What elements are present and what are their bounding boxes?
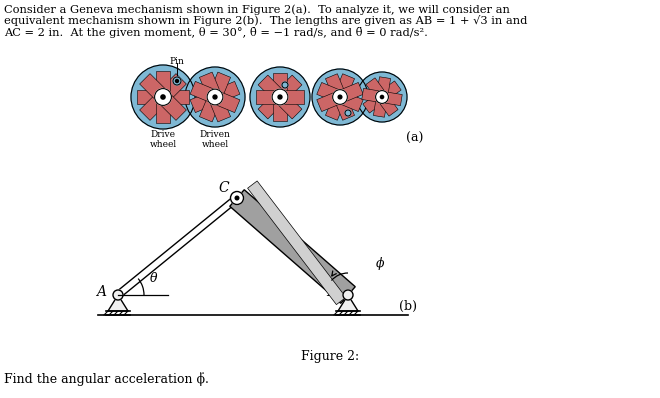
Polygon shape (256, 90, 304, 104)
Circle shape (131, 65, 195, 129)
Circle shape (213, 95, 217, 99)
Polygon shape (258, 75, 302, 119)
Circle shape (343, 290, 353, 300)
Circle shape (176, 80, 178, 82)
Circle shape (185, 67, 245, 127)
Text: Figure 2:: Figure 2: (301, 350, 359, 363)
Text: (b): (b) (399, 300, 417, 313)
Circle shape (113, 290, 123, 300)
Text: A: A (96, 285, 106, 299)
Polygon shape (199, 72, 230, 122)
Circle shape (345, 110, 351, 116)
Text: C: C (218, 181, 229, 195)
Circle shape (161, 95, 165, 99)
Polygon shape (140, 74, 186, 120)
Circle shape (173, 77, 181, 85)
Polygon shape (156, 71, 170, 123)
Circle shape (250, 67, 310, 127)
Polygon shape (248, 181, 346, 304)
Polygon shape (140, 74, 186, 120)
Polygon shape (317, 82, 363, 111)
Circle shape (380, 96, 383, 99)
Circle shape (312, 69, 368, 125)
Polygon shape (199, 72, 230, 122)
Text: ϕ: ϕ (376, 256, 384, 269)
Text: B: B (326, 285, 336, 299)
Polygon shape (374, 77, 391, 117)
Text: Find the angular acceleration ϕ̈.: Find the angular acceleration ϕ̈. (4, 372, 209, 386)
Circle shape (272, 89, 288, 105)
Circle shape (333, 90, 347, 104)
Circle shape (376, 91, 388, 103)
Polygon shape (325, 74, 354, 120)
Polygon shape (258, 75, 302, 119)
Text: (a): (a) (407, 132, 424, 145)
Polygon shape (115, 195, 239, 298)
Polygon shape (190, 82, 240, 113)
Text: Consider a Geneva mechanism shown in Figure 2(a).  To analyze it, we will consid: Consider a Geneva mechanism shown in Fig… (4, 4, 510, 15)
Polygon shape (108, 295, 128, 311)
Polygon shape (366, 78, 398, 116)
Polygon shape (273, 73, 287, 121)
Polygon shape (338, 295, 358, 311)
Circle shape (235, 196, 239, 200)
Text: θ: θ (150, 273, 158, 285)
Polygon shape (317, 82, 363, 111)
Circle shape (338, 95, 342, 99)
Text: Driven
wheel: Driven wheel (199, 130, 230, 149)
Polygon shape (362, 88, 402, 105)
Circle shape (207, 89, 223, 105)
Circle shape (154, 89, 172, 105)
Text: AC = 2 in.  At the given moment, θ = 30°, θ̇ = −1 rad/s, and θ̈ = 0 rad/s².: AC = 2 in. At the given moment, θ = 30°,… (4, 27, 428, 38)
Polygon shape (190, 82, 240, 113)
Text: Drive
wheel: Drive wheel (149, 130, 177, 149)
Text: equivalent mechanism shown in Figure 2(b).  The lengths are given as AB = 1 + √3: equivalent mechanism shown in Figure 2(b… (4, 16, 527, 27)
Polygon shape (325, 74, 354, 120)
Circle shape (282, 82, 288, 88)
Circle shape (278, 95, 282, 99)
Circle shape (230, 191, 244, 205)
Polygon shape (137, 90, 189, 104)
Text: Pin: Pin (170, 57, 184, 66)
Polygon shape (363, 81, 401, 113)
Polygon shape (230, 190, 355, 303)
Circle shape (357, 72, 407, 122)
